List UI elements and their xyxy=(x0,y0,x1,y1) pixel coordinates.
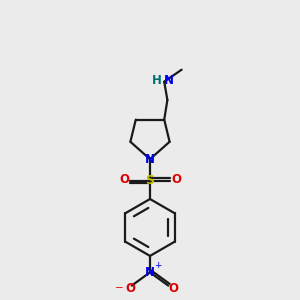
Text: O: O xyxy=(168,282,178,295)
Text: N: N xyxy=(145,266,155,279)
Text: N: N xyxy=(164,74,174,87)
Text: N: N xyxy=(145,153,155,166)
Text: −: − xyxy=(115,283,124,293)
Text: S: S xyxy=(146,174,154,187)
Text: H: H xyxy=(152,74,161,87)
Text: O: O xyxy=(119,173,129,186)
Text: O: O xyxy=(125,282,135,295)
Text: O: O xyxy=(171,173,181,186)
Text: +: + xyxy=(154,261,162,270)
